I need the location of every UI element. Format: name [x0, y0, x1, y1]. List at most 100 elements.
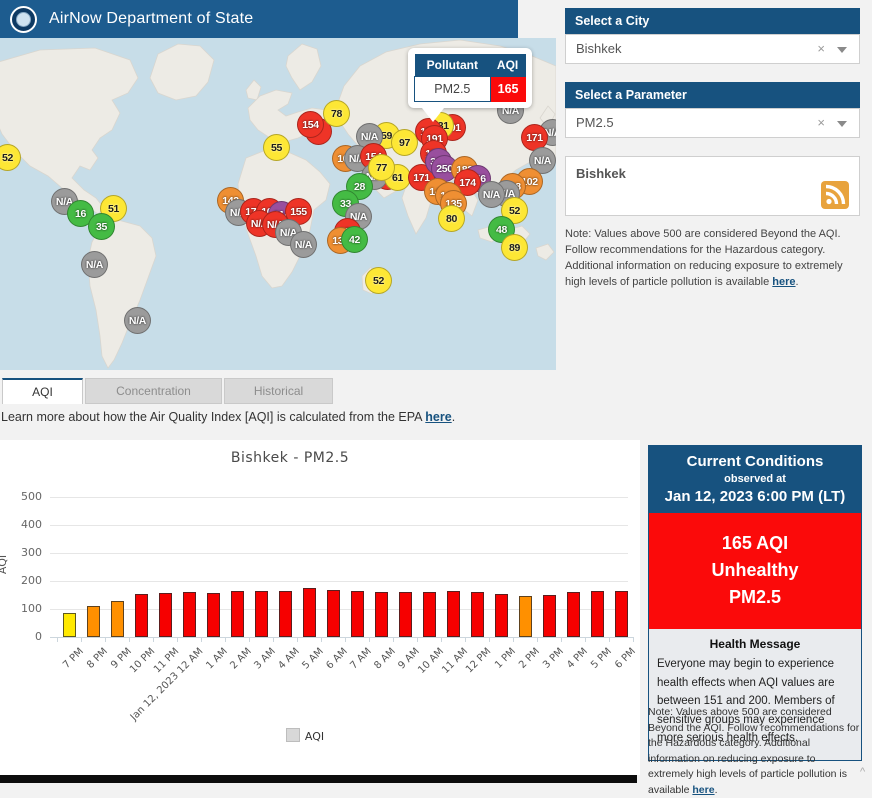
x-tick-mark: [153, 637, 154, 642]
aqi-bar[interactable]: [134, 594, 148, 637]
aqi-bar[interactable]: [518, 596, 532, 637]
parameter-clear-icon[interactable]: ×: [817, 115, 825, 130]
x-tick-label: 4 AM: [276, 646, 302, 672]
x-tick-mark: [585, 637, 586, 642]
health-message-body: Everyone may begin to experience health …: [657, 658, 835, 744]
x-tick-label: 12 PM: [464, 646, 494, 676]
city-clear-icon[interactable]: ×: [817, 41, 825, 56]
health-message-title: Health Message: [709, 637, 801, 651]
cc-note-period: .: [714, 783, 718, 796]
sidebar-note-link[interactable]: here: [772, 276, 796, 288]
aqi-bar[interactable]: [350, 591, 364, 637]
aqi-bar[interactable]: [326, 590, 340, 637]
y-tick-label: 100: [21, 602, 42, 615]
aqi-bar[interactable]: [206, 593, 220, 637]
aqi-bar[interactable]: [494, 594, 508, 637]
observed-at-label: observed at: [724, 473, 786, 485]
tab-historical[interactable]: Historical: [224, 378, 333, 404]
aqi-bar[interactable]: [278, 591, 292, 637]
map-marker[interactable]: 171: [521, 124, 548, 151]
aqi-bar[interactable]: [302, 588, 316, 637]
learn-more-link[interactable]: here: [425, 410, 452, 424]
map-marker[interactable]: N/A: [290, 231, 317, 258]
map-marker[interactable]: 55: [263, 134, 290, 161]
map-marker[interactable]: N/A: [478, 181, 505, 208]
world-aqi-map[interactable]: 52N/A511635N/AN/A154785559N/A97108N/A154…: [0, 38, 556, 370]
map-marker[interactable]: 80: [438, 205, 465, 232]
city-select-value[interactable]: Bishkek: [576, 41, 622, 56]
x-tick-label: 6 AM: [324, 646, 350, 672]
x-tick-mark: [81, 637, 82, 642]
x-tick-label: 4 PM: [564, 646, 590, 671]
map-marker[interactable]: N/A: [81, 251, 108, 278]
tab-aqi[interactable]: AQI: [2, 378, 83, 404]
current-aqi-category: Unhealthy: [711, 560, 799, 580]
aqi-bar[interactable]: [422, 592, 436, 637]
x-tick-mark: [561, 637, 562, 642]
tooltip-pollutant-header: Pollutant: [414, 54, 491, 77]
rss-icon[interactable]: [821, 181, 849, 209]
current-conditions-panel: Current Conditions observed at Jan 12, 2…: [648, 445, 862, 761]
aqi-bar[interactable]: [110, 601, 124, 637]
aqi-bar[interactable]: [470, 592, 484, 637]
x-tick-label: 2 PM: [516, 646, 542, 671]
aqi-bar[interactable]: [446, 591, 460, 637]
parameter-select-value[interactable]: PM2.5: [576, 115, 614, 130]
x-tick-mark: [369, 637, 370, 642]
map-marker[interactable]: 77: [368, 154, 395, 181]
aqi-bar[interactable]: [254, 591, 268, 637]
map-marker[interactable]: 35: [88, 213, 115, 240]
aqi-tooltip: Pollutant AQI PM2.5 165: [408, 48, 532, 122]
scroll-top-icon[interactable]: ^: [860, 766, 866, 778]
aqi-bar[interactable]: [590, 591, 604, 637]
x-tick-mark: [201, 637, 202, 642]
gridline: [50, 553, 628, 554]
x-tick-label: 11 AM: [439, 646, 470, 676]
aqi-bar[interactable]: [614, 591, 628, 637]
x-tick-mark: [393, 637, 394, 642]
cc-note-text: Note: Values above 500 are considered Be…: [648, 706, 860, 796]
app-header: AirNow Department of State: [0, 0, 518, 38]
map-marker[interactable]: 89: [501, 234, 528, 261]
x-tick-mark: [225, 637, 226, 642]
aqi-bar[interactable]: [182, 592, 196, 637]
map-marker[interactable]: 52: [365, 267, 392, 294]
x-tick-label: 10 PM: [128, 646, 158, 676]
map-marker[interactable]: 78: [323, 100, 350, 127]
aqi-bar[interactable]: [374, 592, 388, 637]
aqi-bar[interactable]: [86, 606, 100, 637]
map-marker[interactable]: 52: [0, 144, 21, 171]
city-chevron-down-icon[interactable]: [837, 47, 847, 58]
learn-more-period: .: [451, 410, 456, 424]
parameter-select[interactable]: PM2.5 ×: [565, 108, 860, 138]
aqi-bar[interactable]: [158, 593, 172, 637]
map-marker[interactable]: 97: [391, 129, 418, 156]
x-tick-mark: [249, 637, 250, 642]
map-marker[interactable]: 16: [67, 200, 94, 227]
learn-more-body: Learn more about how the Air Quality Ind…: [1, 410, 426, 424]
gridline: [50, 497, 628, 498]
tab-concentration[interactable]: Concentration: [85, 378, 222, 404]
aqi-bar[interactable]: [62, 613, 76, 637]
cc-note-link[interactable]: here: [692, 783, 715, 796]
x-tick-mark: [633, 637, 634, 642]
x-tick-mark: [345, 637, 346, 642]
aqi-bar[interactable]: [566, 592, 580, 637]
city-select-label: Select a City: [565, 8, 860, 34]
aqi-bar[interactable]: [230, 591, 244, 637]
x-tick-mark: [417, 637, 418, 642]
aqi-bar[interactable]: [398, 592, 412, 637]
parameter-chevron-down-icon[interactable]: [837, 121, 847, 132]
sidebar: Select a City Bishkek × Select a Paramet…: [565, 0, 860, 290]
aqi-bar-chart: Bishkek - PM2.5 AQI AQI 0 100 200 300 400 500…: [0, 440, 640, 775]
city-select[interactable]: Bishkek ×: [565, 34, 860, 64]
y-tick-label: 200: [21, 574, 42, 587]
map-marker[interactable]: 154: [297, 111, 324, 138]
x-tick-label: 8 AM: [372, 646, 398, 672]
chart-legend[interactable]: AQI: [0, 728, 610, 743]
aqi-bar[interactable]: [542, 595, 556, 637]
map-marker[interactable]: 42: [341, 226, 368, 253]
map-marker[interactable]: N/A: [124, 307, 151, 334]
x-tick-label: 1 PM: [492, 646, 518, 671]
x-tick-mark: [105, 637, 106, 642]
